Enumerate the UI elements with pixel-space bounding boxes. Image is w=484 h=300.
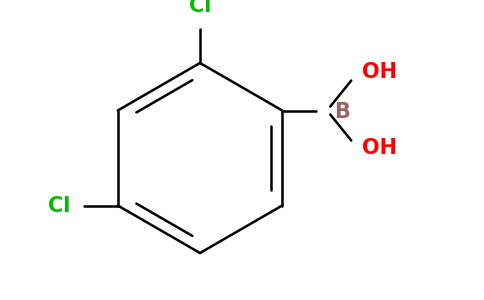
Text: Cl: Cl xyxy=(48,196,71,215)
Text: OH: OH xyxy=(362,139,397,158)
Text: B: B xyxy=(334,103,350,122)
Text: OH: OH xyxy=(362,62,397,82)
Text: Cl: Cl xyxy=(189,0,211,16)
